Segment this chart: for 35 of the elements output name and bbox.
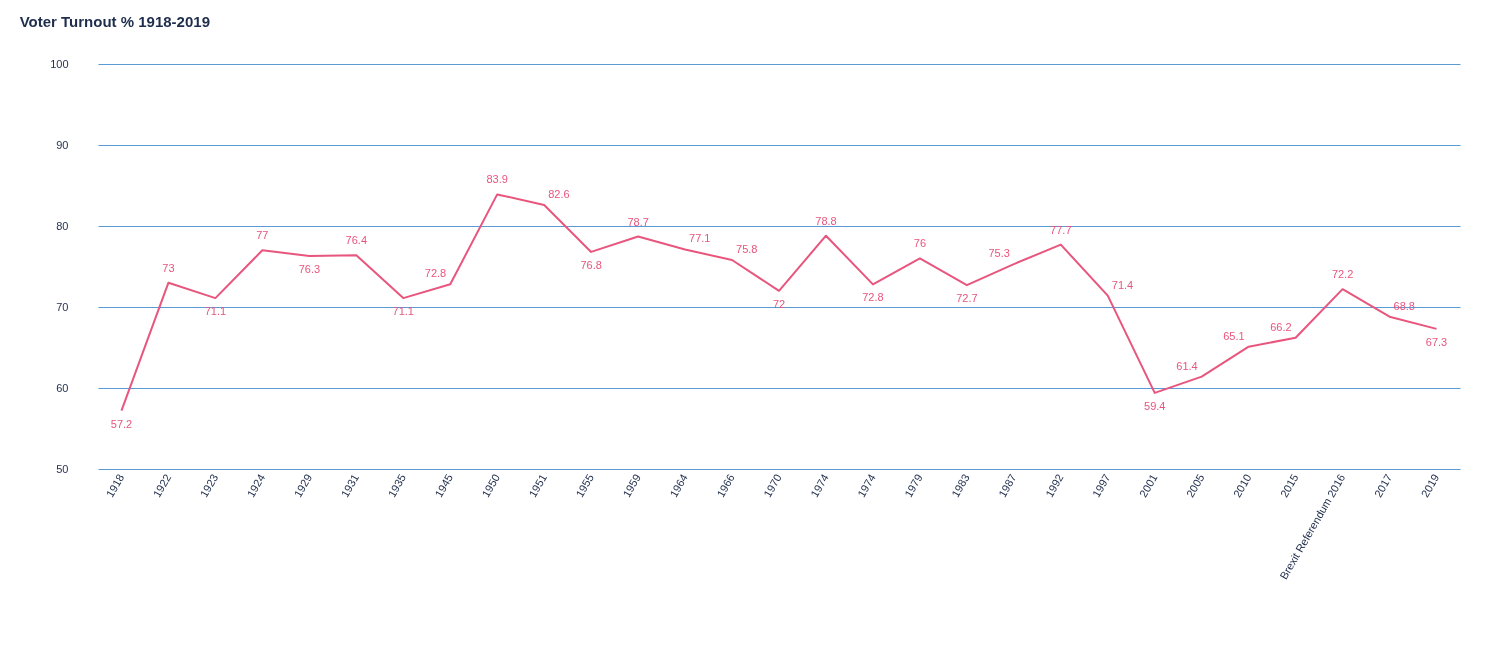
data-label: 72.2 — [1331, 268, 1354, 281]
y-tick-label: 80 — [56, 219, 69, 232]
data-label: 67.3 — [1425, 335, 1448, 348]
data-label: 76.3 — [298, 262, 321, 275]
data-label: 73 — [162, 261, 175, 274]
data-label: 76.4 — [345, 234, 368, 247]
data-label: 72.8 — [862, 291, 884, 304]
data-label: 83.9 — [486, 173, 508, 186]
data-label: 72 — [772, 297, 786, 310]
data-label: 61.4 — [1176, 359, 1198, 372]
data-label: 77.1 — [689, 232, 711, 245]
data-label: 72.7 — [956, 292, 978, 305]
data-label: 57.2 — [110, 417, 133, 430]
data-label: 59.4 — [1144, 399, 1166, 412]
y-tick-label: 90 — [56, 138, 69, 151]
data-label: 77 — [256, 229, 269, 242]
data-label: 76.8 — [580, 258, 602, 271]
chart-title: Voter Turnout % 1918-2019 — [19, 13, 210, 30]
data-label: 76 — [913, 237, 927, 250]
data-label: 75.8 — [736, 243, 758, 256]
data-label: 75.3 — [988, 247, 1010, 260]
data-label: 82.6 — [548, 187, 570, 200]
data-label: 77.7 — [1050, 223, 1072, 236]
data-label: 66.2 — [1270, 320, 1292, 333]
data-label: 72.8 — [424, 267, 447, 280]
data-label: 71.4 — [1111, 278, 1134, 291]
data-label: 71.1 — [204, 305, 227, 318]
y-tick-label: 60 — [56, 381, 69, 394]
y-tick-label: 100 — [50, 57, 69, 70]
data-label: 78.8 — [815, 214, 837, 227]
data-label: 78.7 — [627, 215, 649, 228]
data-label: 65.1 — [1223, 329, 1245, 342]
y-tick-label: 50 — [56, 462, 69, 475]
data-label: 71.1 — [392, 305, 414, 318]
y-tick-label: 70 — [56, 300, 69, 313]
